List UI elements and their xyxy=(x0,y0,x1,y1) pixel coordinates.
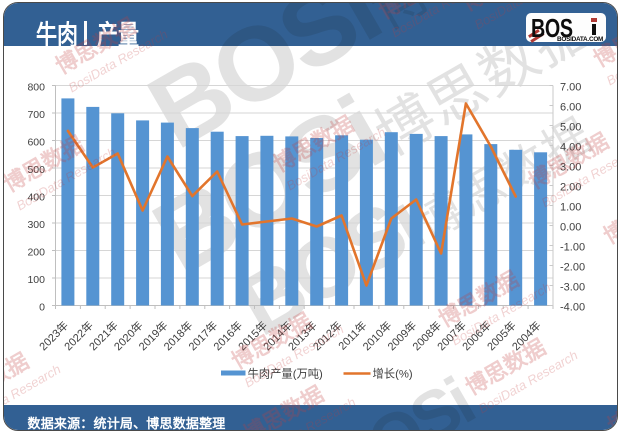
svg-text:6.00: 6.00 xyxy=(560,102,581,114)
svg-text:1.00: 1.00 xyxy=(560,202,581,214)
svg-text:300: 300 xyxy=(27,219,45,231)
svg-text:100: 100 xyxy=(27,274,45,286)
svg-text:400: 400 xyxy=(27,192,45,204)
svg-text:700: 700 xyxy=(27,109,45,121)
svg-text:-2.00: -2.00 xyxy=(560,262,585,274)
svg-text:800: 800 xyxy=(27,82,45,94)
svg-text:牛肉产量(万吨): 牛肉产量(万吨) xyxy=(248,367,324,381)
svg-text:0: 0 xyxy=(39,302,45,314)
svg-text:5.00: 5.00 xyxy=(560,122,581,134)
svg-text:200: 200 xyxy=(27,247,45,259)
svg-text:-4.00: -4.00 xyxy=(560,302,585,314)
svg-text:600: 600 xyxy=(27,137,45,149)
svg-text:4.00: 4.00 xyxy=(560,142,581,154)
svg-text:500: 500 xyxy=(27,164,45,176)
svg-text:-1.00: -1.00 xyxy=(560,242,585,254)
svg-text:0.00: 0.00 xyxy=(560,222,581,234)
svg-text:7.00: 7.00 xyxy=(560,82,581,94)
svg-text:增长(%): 增长(%) xyxy=(373,367,413,381)
svg-text:2.00: 2.00 xyxy=(560,182,581,194)
svg-text:-3.00: -3.00 xyxy=(560,282,585,294)
svg-text:3.00: 3.00 xyxy=(560,162,581,174)
